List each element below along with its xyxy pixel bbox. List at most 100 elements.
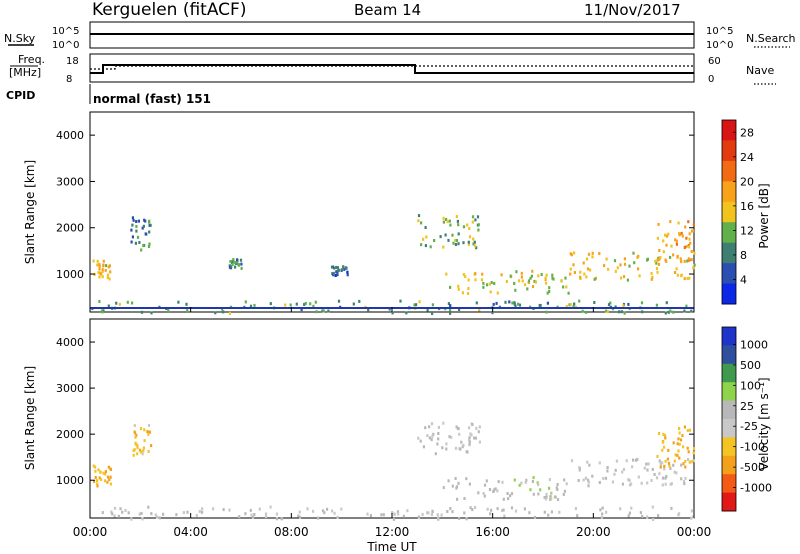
power-data-cell [98, 264, 101, 268]
power-data-cell [102, 263, 105, 267]
velocity-data-cell [670, 506, 673, 510]
power-colorbar-swatch [722, 263, 736, 284]
power-data-cell [504, 300, 507, 304]
power-data-cell [683, 309, 686, 313]
power-data-cell [467, 287, 470, 290]
power-data-cell [500, 273, 503, 277]
velocity-data-cell [456, 497, 459, 501]
noise-search-label: N.Search [746, 32, 796, 45]
power-data-cell [462, 241, 465, 245]
velocity-data-cell [692, 451, 695, 455]
x-tick-label: 20:00 [576, 525, 611, 539]
power-ytick-label: 3000 [56, 175, 84, 188]
power-data-cell [632, 251, 635, 255]
velocity-colorbar-tick-label: -25 [740, 420, 758, 433]
velocity-colorbar-swatch [722, 492, 736, 512]
power-data-cell [619, 263, 622, 267]
velocity-data-cell [148, 430, 151, 434]
noise-right-tick-high: 10^5 [706, 26, 733, 37]
velocity-data-cell [264, 515, 268, 519]
power-data-cell [545, 281, 548, 285]
power-data-cell [603, 264, 606, 268]
velocity-data-cell [454, 446, 458, 450]
velocity-data-cell [477, 430, 480, 434]
power-data-cell [231, 261, 234, 264]
power-data-cell [388, 307, 391, 311]
power-data-cell [688, 237, 691, 241]
cpid-text: normal (fast) 151 [93, 92, 211, 106]
velocity-colorbar-tick-label: 1000 [740, 338, 768, 351]
velocity-data-cell [678, 456, 681, 460]
power-data-cell [130, 228, 133, 232]
power-data-cell [236, 260, 239, 264]
velocity-data-cell [687, 458, 690, 461]
power-data-cell [336, 273, 339, 277]
velocity-data-cell [509, 494, 512, 498]
power-data-cell [456, 219, 459, 223]
power-data-cell [657, 222, 660, 226]
velocity-data-cell [110, 510, 113, 514]
x-axis-label: Time UT [366, 540, 417, 554]
velocity-data-cell [690, 516, 693, 520]
power-data-cell [228, 311, 231, 315]
velocity-data-cell [440, 513, 443, 517]
power-data-cell [622, 304, 625, 308]
velocity-data-cell [392, 517, 396, 521]
velocity-data-cell [369, 514, 372, 518]
velocity-data-cell [139, 427, 143, 431]
velocity-data-cell [468, 436, 471, 440]
power-data-cell [230, 265, 233, 269]
velocity-data-cell [679, 438, 683, 442]
power-data-cell [593, 277, 596, 281]
power-data-cell [98, 263, 101, 266]
power-colorbar-swatch [722, 222, 736, 244]
power-data-cell [253, 303, 256, 307]
power-data-cell [115, 301, 118, 305]
velocity-data-cell [228, 508, 231, 512]
velocity-data-cell [661, 476, 665, 480]
power-data-cell [457, 232, 460, 236]
power-data-cell [104, 268, 107, 272]
power-data-cell [367, 308, 370, 312]
power-data-cell [269, 302, 272, 306]
velocity-data-cell [422, 445, 425, 449]
velocity-data-cell [249, 508, 252, 512]
power-data-cell [96, 263, 99, 267]
velocity-data-cell [578, 466, 581, 470]
velocity-data-cell [677, 513, 680, 517]
power-data-cell [683, 246, 686, 249]
velocity-data-cell [432, 432, 435, 436]
power-data-cell [457, 287, 460, 291]
velocity-data-cell [136, 452, 139, 456]
power-data-cell [489, 290, 492, 294]
velocity-data-cell [684, 476, 687, 480]
power-data-cell [249, 304, 253, 308]
velocity-data-cell [150, 512, 153, 516]
velocity-data-cell [663, 467, 666, 471]
velocity-data-cell [469, 506, 472, 510]
velocity-data-cell [306, 507, 309, 511]
velocity-data-cell [555, 486, 558, 490]
velocity-data-cell [485, 479, 488, 483]
velocity-colorbar: 1000 500 100 25 -25 -100 -500 -1000 [721, 326, 772, 512]
power-data-cell [442, 220, 445, 224]
power-colorbar-tick-label: 28 [740, 126, 754, 139]
power-data-cell [466, 223, 469, 227]
power-data-cell [656, 236, 659, 240]
velocity-data-cell [496, 507, 499, 511]
power-data-cell [477, 223, 480, 227]
velocity-data-cell [436, 513, 439, 517]
velocity-data-cell [382, 513, 385, 517]
velocity-data-cell [463, 497, 466, 500]
velocity-data-cell [462, 443, 465, 447]
power-data-cell [446, 220, 449, 224]
velocity-data-cell [669, 466, 672, 470]
velocity-data-cell [676, 453, 679, 457]
power-data-cell [637, 254, 640, 258]
power-data-cell [573, 302, 576, 306]
velocity-colorbar-tick-label: -1000 [740, 482, 772, 495]
velocity-data-cell [570, 459, 574, 463]
power-data-cell [526, 287, 529, 291]
velocity-data-cell [298, 510, 301, 514]
